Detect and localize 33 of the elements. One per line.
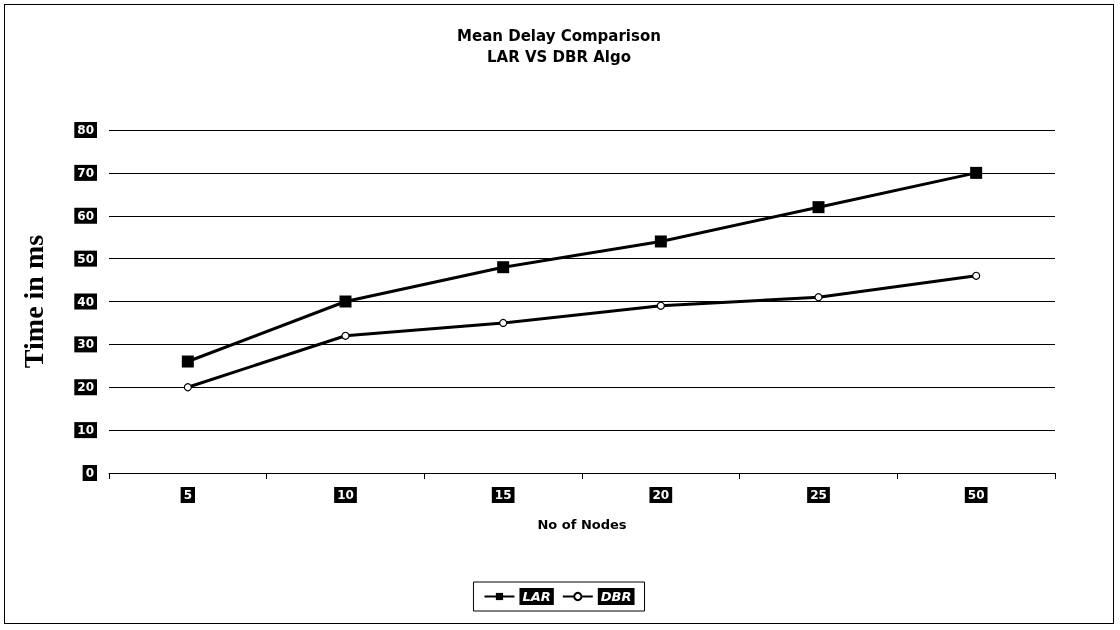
y-axis-title: Time in ms (17, 234, 49, 369)
point (183, 383, 192, 392)
point (814, 293, 823, 302)
x-tick-label: 10 (337, 488, 354, 502)
chart-subtitle: LAR VS DBR Algo (486, 47, 632, 66)
point (341, 331, 350, 340)
point (499, 318, 508, 328)
chart-title: Mean Delay Comparison (457, 26, 661, 45)
y-tick-label: 80 (77, 123, 94, 137)
point (654, 235, 667, 248)
point (656, 301, 665, 310)
x-tick-label: 5 (183, 488, 193, 502)
y-tick-label: 10 (77, 423, 94, 438)
y-tick-label: 20 (77, 380, 94, 395)
x-tick-label: 25 (810, 488, 827, 502)
y-tick-label: 0 (85, 466, 94, 480)
point (970, 166, 983, 179)
y-tick-label: 30 (77, 337, 94, 352)
y-tick-label: 70 (77, 165, 94, 180)
y-tick-label: 60 (77, 208, 94, 223)
y-tick-label: 40 (77, 294, 94, 309)
point (972, 271, 981, 280)
point (812, 201, 825, 214)
x-tick-label: 50 (967, 488, 985, 502)
point (339, 295, 352, 308)
legend-label: LAR (522, 589, 551, 604)
x-tick-label: 15 (494, 488, 512, 502)
y-tick-label: 50 (77, 251, 94, 266)
point (181, 355, 194, 368)
legend-label: DBR (600, 589, 632, 604)
point (497, 261, 510, 274)
x-tick-label: 20 (652, 488, 670, 502)
x-axis-title: No of Nodes (537, 517, 627, 532)
